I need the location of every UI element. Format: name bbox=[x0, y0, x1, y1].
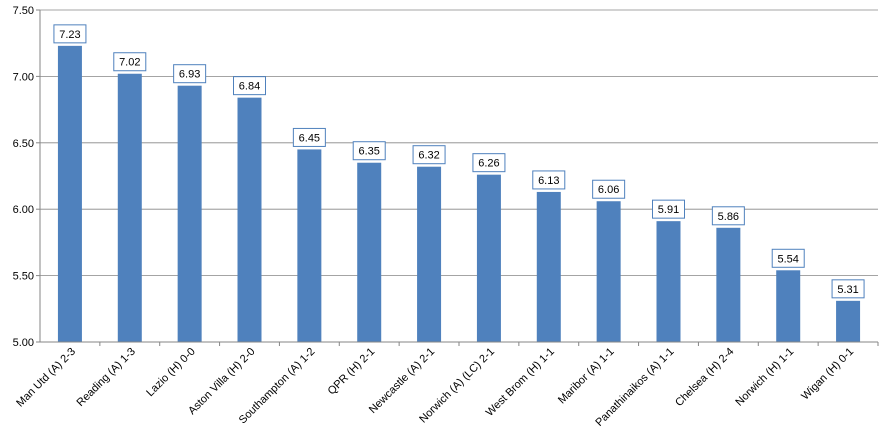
data-label-text: 6.84 bbox=[239, 81, 260, 93]
x-category-label: Wigan (H) 0-1 bbox=[799, 346, 856, 403]
y-tick-label: 6.50 bbox=[13, 138, 34, 150]
data-label-box bbox=[831, 279, 865, 299]
data-label-box bbox=[233, 76, 266, 96]
bar bbox=[357, 162, 382, 342]
data-label-box bbox=[771, 248, 805, 268]
data-label: 5.86 bbox=[711, 206, 745, 226]
data-label: 5.31 bbox=[831, 279, 865, 299]
data-label: 5.54 bbox=[771, 248, 805, 268]
bars bbox=[57, 45, 861, 343]
y-tick-label: 7.00 bbox=[13, 71, 34, 83]
data-label-box bbox=[173, 64, 207, 84]
data-label-box bbox=[711, 206, 745, 226]
data-label: 5.91 bbox=[652, 199, 685, 219]
data-label-box bbox=[472, 153, 506, 173]
data-label-text: 5.31 bbox=[837, 284, 858, 296]
axes bbox=[36, 9, 879, 346]
x-category-label: Man Utd (A) 2-3 bbox=[14, 346, 78, 410]
data-label-text: 6.26 bbox=[478, 158, 499, 170]
y-tick-label: 5.50 bbox=[13, 271, 34, 283]
y-tick-label: 7.50 bbox=[13, 5, 34, 17]
data-label-text: 7.23 bbox=[59, 29, 80, 41]
y-tick-label: 6.00 bbox=[13, 204, 34, 216]
bar bbox=[596, 201, 621, 342]
x-category-label: Lazio (H) 0-0 bbox=[144, 346, 197, 399]
data-label-text: 6.45 bbox=[299, 132, 320, 144]
data-label: 6.26 bbox=[472, 153, 506, 173]
bar bbox=[297, 149, 322, 342]
x-category-label: Newcastle (A) 2-1 bbox=[367, 346, 437, 416]
bar bbox=[117, 73, 142, 342]
bar bbox=[836, 300, 861, 342]
data-label-text: 6.93 bbox=[179, 69, 200, 81]
data-label-text: 7.02 bbox=[119, 57, 140, 69]
data-label: 6.93 bbox=[173, 64, 207, 84]
data-label-text: 6.35 bbox=[359, 146, 380, 158]
data-label-box bbox=[592, 179, 626, 199]
bar bbox=[237, 97, 262, 342]
data-label-box bbox=[412, 145, 446, 165]
bar bbox=[656, 221, 681, 342]
x-category-label: Chelsea (H) 2-4 bbox=[673, 346, 736, 409]
data-label-text: 5.91 bbox=[658, 204, 679, 216]
data-label: 7.23 bbox=[53, 24, 87, 44]
bar bbox=[716, 227, 741, 342]
data-label-box bbox=[113, 52, 147, 72]
data-label-text: 6.06 bbox=[598, 184, 619, 196]
data-label-text: 6.32 bbox=[418, 150, 439, 162]
bar bbox=[536, 191, 561, 342]
data-label: 6.84 bbox=[233, 76, 266, 96]
bar bbox=[476, 174, 501, 342]
data-label: 7.02 bbox=[113, 52, 147, 72]
data-label-box bbox=[53, 24, 87, 44]
data-labels: 7.23 7.02 6.93 6.84 6.45 6.35 6.32 6.26 6.13 6.06… bbox=[53, 24, 865, 299]
y-tick-label: 5.00 bbox=[13, 337, 34, 349]
data-label: 6.06 bbox=[592, 179, 626, 199]
y-tick-labels: 5.00 5.50 6.00 6.50 7.00 7.50 bbox=[13, 5, 34, 349]
x-category-label: Norwich (H) 1-1 bbox=[733, 346, 796, 409]
data-label-box bbox=[532, 170, 566, 190]
x-category-label: Maribor (A) 1-1 bbox=[556, 346, 617, 407]
bar bbox=[177, 85, 202, 343]
data-label-text: 6.13 bbox=[538, 175, 559, 187]
x-category-label: Reading (A) 1-3 bbox=[75, 346, 138, 409]
data-label: 6.45 bbox=[292, 127, 326, 147]
data-label-box bbox=[292, 127, 326, 147]
data-label: 6.35 bbox=[352, 141, 386, 161]
bar bbox=[57, 45, 82, 343]
bar bbox=[776, 270, 801, 342]
x-category-label: QPR (H) 2-1 bbox=[326, 346, 378, 398]
data-label: 6.13 bbox=[532, 170, 566, 190]
x-category-label: West Brom (H) 1-1 bbox=[484, 346, 557, 419]
data-label-text: 5.86 bbox=[718, 211, 739, 223]
bar bbox=[417, 166, 442, 342]
data-label-text: 5.54 bbox=[778, 253, 799, 265]
data-label-box bbox=[652, 199, 685, 219]
data-label: 6.32 bbox=[412, 145, 446, 165]
gridlines bbox=[40, 9, 878, 277]
data-label-box bbox=[352, 141, 386, 161]
